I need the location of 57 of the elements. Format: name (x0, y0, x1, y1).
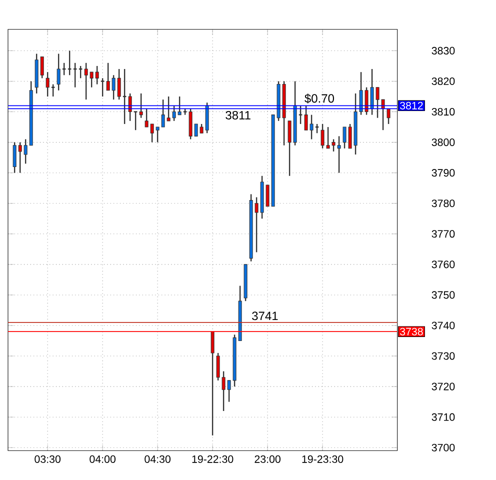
candlestick (139, 92, 143, 118)
y-tick-label: 3830 (432, 46, 455, 54)
annotation: $0.70 (304, 94, 334, 104)
candlestick (227, 380, 231, 402)
candlestick (106, 62, 110, 91)
candlestick (144, 108, 148, 128)
candlestick (24, 138, 28, 164)
candlestick (178, 96, 182, 116)
y-tick-label: 3760 (432, 260, 455, 268)
candlestick (46, 71, 50, 98)
candlestick (216, 352, 220, 382)
candlestick (161, 98, 165, 128)
candlestick (117, 68, 121, 100)
candlestick (128, 92, 132, 122)
candlestick (194, 124, 198, 136)
y-tick-label: 3750 (432, 291, 455, 299)
candlestick (166, 96, 170, 122)
candlestick (112, 74, 116, 100)
candlestick (90, 71, 94, 88)
y-tick-label: 3800 (432, 138, 455, 146)
y-tick-label: 3730 (432, 352, 455, 360)
candlestick (50, 84, 56, 98)
y-tick-label: 3720 (432, 382, 455, 390)
candlestick (210, 330, 214, 436)
y-tick-label: 3740 (432, 322, 455, 330)
candlestick (172, 105, 176, 122)
y-tick-label: 3820 (432, 77, 455, 86)
x-tick-label: 04:00 (90, 455, 116, 463)
x-tick-label: 19-22:30 (192, 455, 234, 463)
y-tick-label: 3790 (432, 169, 455, 177)
candlestick (95, 65, 99, 85)
candlestick (18, 142, 22, 174)
annotation: 3811 (226, 110, 250, 120)
candlestick (56, 53, 60, 91)
candlestick (222, 370, 226, 412)
candlestick (386, 108, 390, 125)
y-tick-label: 3710 (432, 413, 455, 421)
x-tick-label: 23:00 (254, 455, 280, 463)
x-tick-label: 19-23:30 (302, 455, 344, 463)
candlestick (100, 78, 105, 98)
y-tick-label: 3780 (432, 200, 455, 208)
candlestick (40, 56, 44, 79)
x-tick-label: 03:30 (34, 455, 61, 463)
ref-line-label: 3738 (400, 328, 423, 336)
candlestick (84, 62, 88, 100)
candlestick (133, 111, 138, 131)
ref-line-label: 3812 (400, 102, 423, 110)
y-tick-label: 3770 (432, 230, 455, 238)
candlestick (200, 123, 204, 134)
candlestick (150, 123, 154, 143)
y-tick-label: 3810 (432, 108, 455, 116)
candlestick (156, 126, 160, 143)
candlestick (12, 142, 16, 174)
x-tick-label: 04:30 (144, 455, 171, 463)
y-tick-label: 3700 (432, 444, 455, 452)
annotation: 3741 (252, 312, 278, 320)
candlestick (298, 105, 303, 125)
